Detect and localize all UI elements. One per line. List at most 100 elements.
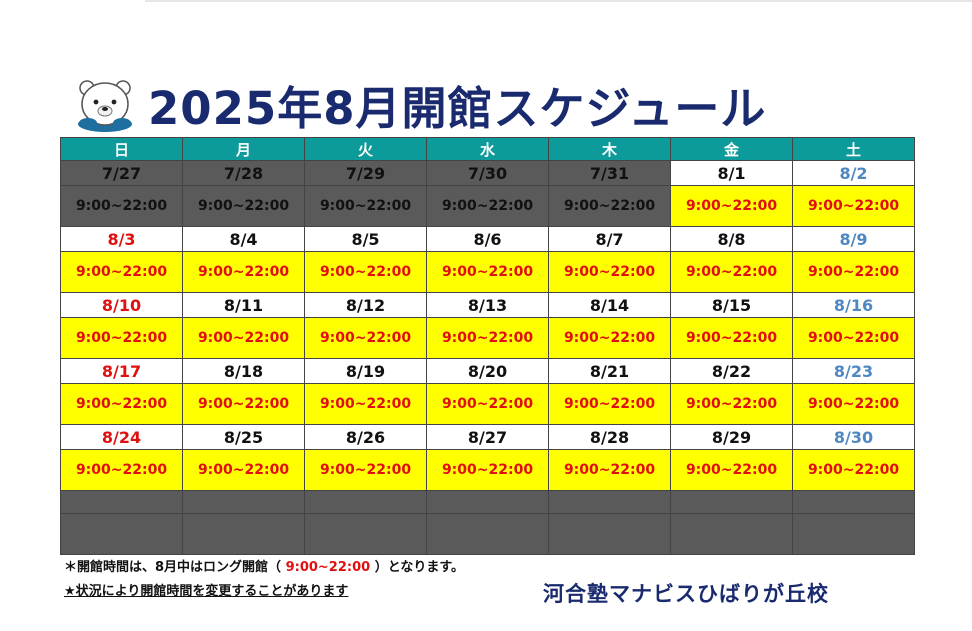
date-cell: 8/25 xyxy=(182,424,305,450)
hours-cell: 9:00~22:00 xyxy=(426,317,549,359)
date-cell: 8/4 xyxy=(182,226,305,252)
date-cell: 8/28 xyxy=(548,424,671,450)
hours-cell: 9:00~22:00 xyxy=(60,185,183,227)
empty-cell xyxy=(60,490,183,514)
hours-cell: 9:00~22:00 xyxy=(60,317,183,359)
hours-cell: 9:00~22:00 xyxy=(426,251,549,293)
hours-cell: 9:00~22:00 xyxy=(182,185,305,227)
date-cell: 8/5 xyxy=(304,226,427,252)
date-row: 8/3 8/4 8/5 8/6 8/7 8/8 8/9 xyxy=(60,226,915,252)
date-row: 7/27 7/28 7/29 7/30 7/31 8/1 8/2 xyxy=(60,160,915,186)
hours-cell: 9:00~22:00 xyxy=(304,185,427,227)
hours-row: 9:00~22:00 9:00~22:00 9:00~22:00 9:00~22:00… xyxy=(60,185,915,227)
note-schedule-change: ★状況により開館時間を変更することがあります xyxy=(64,584,349,599)
empty-cell xyxy=(426,490,549,514)
hours-cell: 9:00~22:00 xyxy=(60,251,183,293)
hours-cell: 9:00~22:00 xyxy=(548,317,671,359)
note-long-hours-prefix: ＊開館時間は、8月中はロング開館（ xyxy=(64,560,286,575)
empty-cell xyxy=(182,513,305,555)
date-cell: 8/26 xyxy=(304,424,427,450)
date-cell: 8/9 xyxy=(792,226,915,252)
empty-cell xyxy=(426,513,549,555)
hours-cell: 9:00~22:00 xyxy=(60,383,183,425)
date-cell: 8/19 xyxy=(304,358,427,384)
date-cell: 8/21 xyxy=(548,358,671,384)
hours-row: 9:00~22:00 9:00~22:00 9:00~22:00 9:00~22:00… xyxy=(60,251,915,293)
empty-cell xyxy=(670,490,793,514)
empty-cell xyxy=(792,490,915,514)
date-cell: 8/29 xyxy=(670,424,793,450)
date-cell: 7/28 xyxy=(182,160,305,186)
note-long-hours: ＊開館時間は、8月中はロング開館（ 9:00~22:00 ）となります。 xyxy=(64,556,464,575)
date-cell: 8/3 xyxy=(60,226,183,252)
empty-cell xyxy=(182,490,305,514)
hours-cell: 9:00~22:00 xyxy=(792,251,915,293)
empty-cell xyxy=(60,513,183,555)
date-cell: 8/13 xyxy=(426,292,549,318)
hours-cell: 9:00~22:00 xyxy=(426,383,549,425)
hours-cell: 9:00~22:00 xyxy=(426,449,549,491)
date-cell: 8/30 xyxy=(792,424,915,450)
date-cell: 8/2 xyxy=(792,160,915,186)
hours-row: 9:00~22:00 9:00~22:00 9:00~22:00 9:00~22:00… xyxy=(60,317,915,359)
date-cell: 8/14 xyxy=(548,292,671,318)
hours-cell: 9:00~22:00 xyxy=(670,317,793,359)
weekday-saturday: 土 xyxy=(792,137,915,161)
weekday-thursday: 木 xyxy=(548,137,671,161)
empty-row xyxy=(60,513,915,555)
hours-cell: 9:00~22:00 xyxy=(792,317,915,359)
date-cell: 8/6 xyxy=(426,226,549,252)
hours-cell: 9:00~22:00 xyxy=(304,449,427,491)
page-title: 2025年8月開館スケジュール xyxy=(148,81,767,135)
empty-cell xyxy=(670,513,793,555)
date-cell: 8/8 xyxy=(670,226,793,252)
weekday-wednesday: 水 xyxy=(426,137,549,161)
date-cell: 8/22 xyxy=(670,358,793,384)
empty-cell xyxy=(548,490,671,514)
hours-cell: 9:00~22:00 xyxy=(182,251,305,293)
date-cell: 8/18 xyxy=(182,358,305,384)
hours-cell: 9:00~22:00 xyxy=(304,251,427,293)
empty-cell xyxy=(304,490,427,514)
schedule-calendar: 日 月 火 水 木 金 土 7/27 7/28 7/29 7/30 7/31 8/1 8/2… xyxy=(60,137,915,555)
hours-cell: 9:00~22:00 xyxy=(792,185,915,227)
hours-cell: 9:00~22:00 xyxy=(304,383,427,425)
date-cell: 8/15 xyxy=(670,292,793,318)
date-cell: 8/12 xyxy=(304,292,427,318)
hours-cell: 9:00~22:00 xyxy=(792,383,915,425)
hours-cell: 9:00~22:00 xyxy=(670,251,793,293)
hours-cell: 9:00~22:00 xyxy=(670,185,793,227)
hours-cell: 9:00~22:00 xyxy=(548,449,671,491)
date-cell: 8/16 xyxy=(792,292,915,318)
hours-cell: 9:00~22:00 xyxy=(792,449,915,491)
polar-bear-mascot-icon xyxy=(78,80,132,132)
date-cell: 8/1 xyxy=(670,160,793,186)
date-cell: 8/27 xyxy=(426,424,549,450)
date-cell: 7/31 xyxy=(548,160,671,186)
empty-cell xyxy=(304,513,427,555)
date-cell: 8/23 xyxy=(792,358,915,384)
hours-cell: 9:00~22:00 xyxy=(670,383,793,425)
empty-row xyxy=(60,490,915,514)
date-cell: 8/7 xyxy=(548,226,671,252)
school-name: 河合塾マナビスひばりが丘校 xyxy=(543,582,829,606)
hours-cell: 9:00~22:00 xyxy=(548,383,671,425)
hours-cell: 9:00~22:00 xyxy=(182,449,305,491)
date-cell: 7/27 xyxy=(60,160,183,186)
hours-cell: 9:00~22:00 xyxy=(182,383,305,425)
date-cell: 8/17 xyxy=(60,358,183,384)
date-row: 8/24 8/25 8/26 8/27 8/28 8/29 8/30 xyxy=(60,424,915,450)
empty-cell xyxy=(792,513,915,555)
hours-cell: 9:00~22:00 xyxy=(426,185,549,227)
weekday-sunday: 日 xyxy=(60,137,183,161)
date-row: 8/10 8/11 8/12 8/13 8/14 8/15 8/16 xyxy=(60,292,915,318)
hours-row: 9:00~22:00 9:00~22:00 9:00~22:00 9:00~22:00… xyxy=(60,383,915,425)
hours-cell: 9:00~22:00 xyxy=(304,317,427,359)
date-cell: 8/24 xyxy=(60,424,183,450)
weekday-friday: 金 xyxy=(670,137,793,161)
date-cell: 8/11 xyxy=(182,292,305,318)
weekday-header-row: 日 月 火 水 木 金 土 xyxy=(60,137,915,161)
weekday-monday: 月 xyxy=(182,137,305,161)
note-long-hours-suffix: ）となります。 xyxy=(370,560,465,575)
hours-cell: 9:00~22:00 xyxy=(548,185,671,227)
